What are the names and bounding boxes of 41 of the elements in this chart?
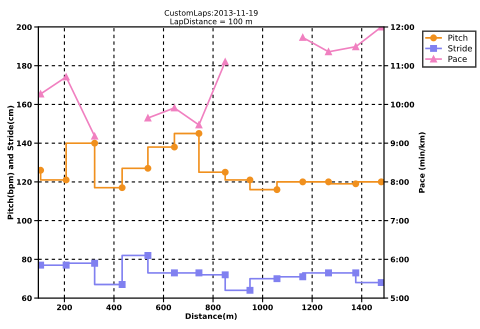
point <box>222 58 229 66</box>
point <box>144 114 152 122</box>
point <box>170 144 178 151</box>
point <box>118 184 126 192</box>
point <box>222 168 229 176</box>
point <box>62 176 70 184</box>
point <box>222 271 229 278</box>
point <box>195 121 202 128</box>
point <box>299 178 306 186</box>
point <box>38 262 44 269</box>
point <box>352 180 360 188</box>
point <box>378 178 384 186</box>
point <box>195 269 202 276</box>
legend-label: Pitch <box>448 34 468 41</box>
point <box>91 260 98 267</box>
point <box>38 166 44 174</box>
point <box>62 262 70 269</box>
point <box>325 48 332 56</box>
point <box>246 176 254 184</box>
legend-label: Stride <box>448 45 472 52</box>
point <box>246 286 254 294</box>
point <box>378 279 384 286</box>
point <box>144 252 152 259</box>
point <box>274 275 280 282</box>
point <box>352 269 360 276</box>
point <box>62 73 70 80</box>
point <box>299 273 306 280</box>
point <box>91 132 98 140</box>
point <box>118 281 126 288</box>
legend-label: Pace <box>448 56 467 62</box>
point <box>144 164 152 172</box>
point <box>325 178 332 186</box>
point <box>170 269 178 276</box>
point <box>299 34 306 41</box>
point <box>38 90 44 98</box>
point <box>91 140 98 147</box>
point <box>195 130 202 137</box>
point <box>325 269 332 276</box>
point <box>352 43 360 50</box>
point <box>274 186 280 194</box>
point <box>170 104 178 112</box>
